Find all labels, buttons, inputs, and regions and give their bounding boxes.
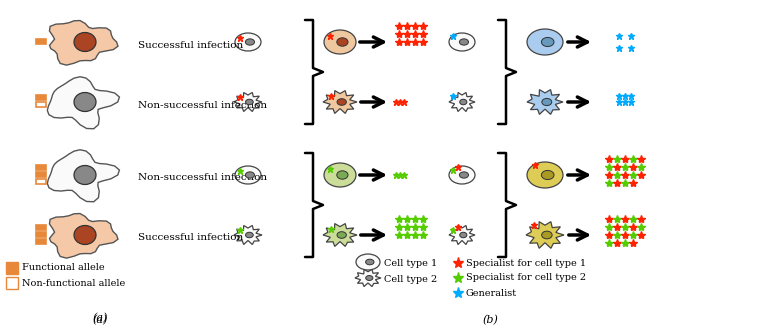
Ellipse shape xyxy=(245,39,254,45)
Ellipse shape xyxy=(366,259,374,265)
Ellipse shape xyxy=(337,171,348,179)
Polygon shape xyxy=(526,222,564,248)
Polygon shape xyxy=(234,225,262,245)
Ellipse shape xyxy=(337,232,346,238)
Ellipse shape xyxy=(542,98,552,106)
Ellipse shape xyxy=(235,33,261,51)
Bar xyxy=(36,232,46,237)
Ellipse shape xyxy=(459,39,468,45)
Polygon shape xyxy=(449,92,475,112)
Ellipse shape xyxy=(246,99,254,105)
Text: Non-functional allele: Non-functional allele xyxy=(22,279,125,287)
Ellipse shape xyxy=(356,254,380,270)
Ellipse shape xyxy=(460,99,467,105)
Ellipse shape xyxy=(74,225,96,245)
Text: Generalist: Generalist xyxy=(466,288,517,298)
Text: Non-successful infection: Non-successful infection xyxy=(138,174,267,182)
Ellipse shape xyxy=(449,166,475,184)
Ellipse shape xyxy=(324,163,356,187)
Ellipse shape xyxy=(527,29,563,55)
Bar xyxy=(36,179,46,183)
Ellipse shape xyxy=(246,232,254,238)
Bar xyxy=(36,95,46,100)
Bar xyxy=(36,102,46,107)
Ellipse shape xyxy=(366,276,373,280)
Ellipse shape xyxy=(337,38,348,46)
Polygon shape xyxy=(49,20,118,65)
Text: Specialist for cell type 2: Specialist for cell type 2 xyxy=(466,274,586,282)
Ellipse shape xyxy=(449,33,475,51)
Ellipse shape xyxy=(459,172,468,178)
Text: Cell type 2: Cell type 2 xyxy=(384,275,437,283)
Polygon shape xyxy=(49,214,118,258)
Bar xyxy=(36,224,46,229)
Polygon shape xyxy=(47,77,119,129)
Polygon shape xyxy=(323,91,357,114)
Text: Successful infection: Successful infection xyxy=(138,41,243,49)
Bar xyxy=(36,172,46,177)
Text: Cell type 1: Cell type 1 xyxy=(384,258,437,268)
Text: Functional allele: Functional allele xyxy=(22,263,105,273)
Ellipse shape xyxy=(542,231,552,239)
Ellipse shape xyxy=(74,92,96,112)
Polygon shape xyxy=(47,150,119,202)
Ellipse shape xyxy=(337,99,346,105)
Polygon shape xyxy=(323,224,357,247)
Ellipse shape xyxy=(527,162,563,188)
Ellipse shape xyxy=(324,30,356,54)
Ellipse shape xyxy=(541,37,554,47)
Bar xyxy=(36,39,46,44)
Ellipse shape xyxy=(235,166,261,184)
Text: (a): (a) xyxy=(93,315,108,325)
Text: Specialist for cell type 1: Specialist for cell type 1 xyxy=(466,258,586,268)
Polygon shape xyxy=(234,92,262,112)
Ellipse shape xyxy=(74,166,96,184)
Ellipse shape xyxy=(460,232,467,238)
Text: Non-successful infection: Non-successful infection xyxy=(138,101,267,110)
Text: (a): (a) xyxy=(93,313,108,323)
Polygon shape xyxy=(355,269,381,286)
Polygon shape xyxy=(449,225,475,245)
Polygon shape xyxy=(527,90,563,115)
Text: Successful infection: Successful infection xyxy=(138,234,243,243)
Bar xyxy=(36,164,46,170)
Bar xyxy=(36,239,46,244)
Ellipse shape xyxy=(245,172,254,178)
Ellipse shape xyxy=(74,32,96,51)
Ellipse shape xyxy=(541,171,554,180)
Text: (b): (b) xyxy=(482,315,498,325)
